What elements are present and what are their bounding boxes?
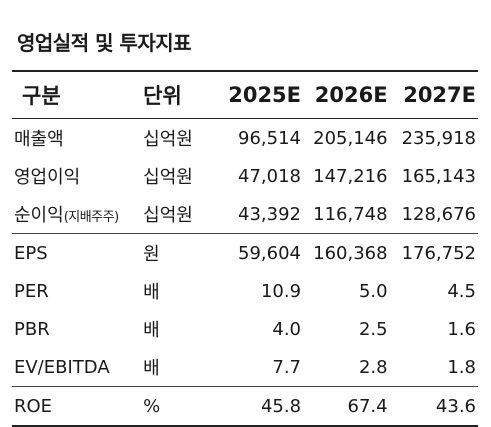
table-row: ROE % 45.8 67.4 43.6	[12, 386, 478, 427]
row-label-text: 순이익	[14, 205, 64, 226]
row-unit: 십억원	[143, 195, 208, 234]
row-label: PBR	[12, 310, 143, 348]
table-row: PBR 배 4.0 2.5 1.6	[12, 310, 478, 348]
cell-2025: 59,604	[238, 242, 302, 264]
cell-2027: 43.6	[387, 386, 478, 427]
row-label: PER	[12, 272, 143, 310]
cell-2027: 165,143	[401, 165, 476, 187]
table-title: 영업실적 및 투자지표	[17, 31, 192, 55]
row-label: 영업이익	[12, 157, 143, 195]
cell-2026: 116,748	[301, 195, 388, 234]
cell-2026: 2.8	[301, 348, 388, 387]
header-unit: 단위	[143, 71, 208, 119]
cell-2026: 205,146	[313, 127, 388, 149]
table-row: EV/EBITDA 배 7.7 2.8 1.8	[12, 348, 478, 387]
row-unit: %	[143, 386, 208, 427]
row-unit: 배	[143, 320, 160, 341]
row-label-text: PER	[14, 280, 49, 302]
cell-2026: 2.5	[358, 318, 388, 340]
header-year-2027: 2027E	[387, 71, 478, 119]
cell-2027: 1.6	[447, 318, 476, 340]
cell-2026: 67.4	[301, 386, 388, 427]
row-unit: 십억원	[143, 129, 193, 150]
table-row: 순이익(지배주주) 십억원 43,392 116,748 128,676	[12, 195, 478, 234]
header-year-2026: 2026E	[301, 71, 388, 119]
row-label: 매출액	[12, 119, 143, 158]
cell-2027: 4.5	[447, 280, 476, 302]
table-row: 영업이익 십억원 47,018 147,216 165,143	[12, 157, 478, 195]
row-label-text: EV/EBITDA	[14, 356, 110, 378]
row-label-text: 영업이익	[14, 167, 81, 188]
row-label-subtext: (지배주주)	[63, 210, 119, 225]
row-label-text: 매출액	[14, 129, 64, 150]
row-label: 순이익(지배주주)	[12, 195, 144, 234]
row-unit: 배	[143, 282, 160, 303]
cell-2025: 10.9	[260, 280, 302, 302]
header-row: 구분 단위 2025E 2026E 2027E	[12, 71, 478, 119]
row-unit: 배	[143, 348, 208, 387]
row-label-text: PBR	[14, 318, 50, 340]
cell-2025: 7.7	[207, 348, 302, 387]
cell-2027: 1.8	[387, 348, 478, 387]
cell-2026: 5.0	[358, 280, 388, 302]
table-row: PER 배 10.9 5.0 4.5	[12, 272, 478, 310]
cell-2027: 128,676	[387, 195, 478, 234]
table-row: 매출액 십억원 96,514 205,146 235,918	[12, 119, 478, 158]
table-row: EPS 원 59,604 160,368 176,752	[12, 234, 478, 273]
header-category: 구분	[12, 71, 144, 119]
cell-2027: 235,918	[401, 127, 476, 149]
cell-2026: 147,216	[313, 165, 388, 187]
row-label: ROE	[12, 386, 144, 427]
row-label-text: EPS	[14, 242, 48, 264]
row-label-text: ROE	[14, 395, 53, 417]
row-unit: 원	[143, 244, 160, 265]
cell-2025: 45.8	[207, 386, 302, 427]
cell-2025: 96,514	[238, 127, 302, 149]
header-year-2025: 2025E	[207, 71, 302, 119]
cell-2027: 176,752	[401, 242, 476, 264]
cell-2025: 43,392	[207, 195, 302, 234]
cell-2025: 4.0	[272, 318, 302, 340]
cell-2026: 160,368	[313, 242, 388, 264]
row-label: EPS	[12, 234, 143, 273]
row-label: EV/EBITDA	[12, 348, 144, 387]
cell-2025: 47,018	[238, 165, 302, 187]
row-unit: 십억원	[143, 167, 193, 188]
financial-indicators-table: 구분 단위 2025E 2026E 2027E 매출액 십억원 96,514 2…	[12, 70, 478, 427]
